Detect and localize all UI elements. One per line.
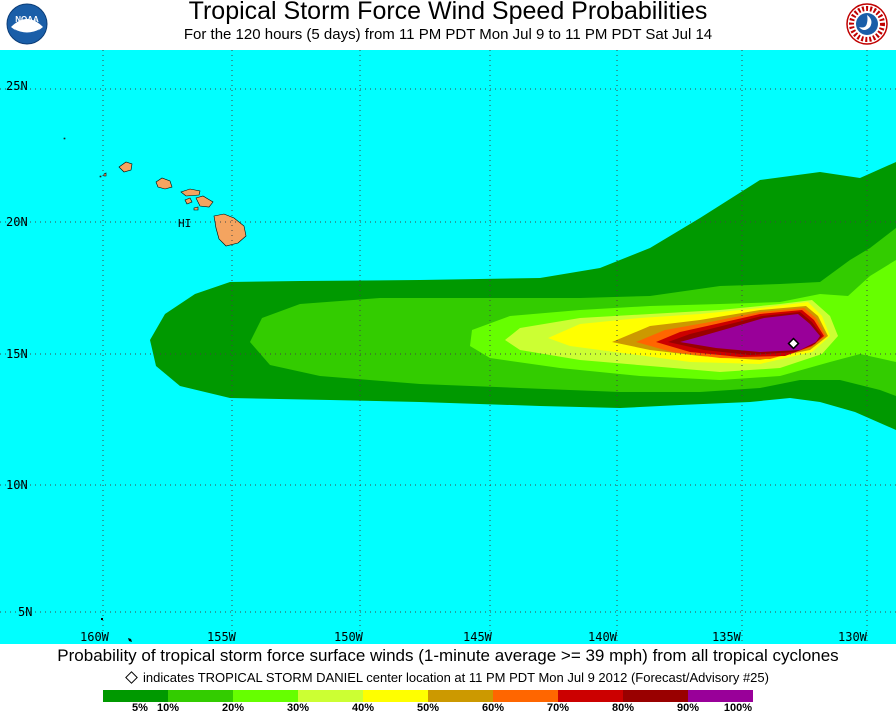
lon-label-140w: 140W xyxy=(588,630,618,644)
island-molokai xyxy=(180,188,201,197)
footer-indicator: indicates TROPICAL STORM DANIEL center l… xyxy=(0,670,896,685)
island-tiny-1 xyxy=(63,137,66,140)
legend-swatch-10-20 xyxy=(168,690,233,702)
legend-swatch-20-30 xyxy=(233,690,298,702)
probability-legend xyxy=(103,690,753,702)
small-island-marker-2 xyxy=(101,618,103,620)
lat-label-10n: 10N xyxy=(6,478,28,492)
legend-labels: 5% 10% 20% 30% 40% 50% 60% 70% 80% 90% 1… xyxy=(0,702,896,716)
hawaiian-islands xyxy=(63,137,247,247)
footer-indicator-text: indicates TROPICAL STORM DANIEL center l… xyxy=(143,670,769,685)
island-maui xyxy=(195,195,214,208)
island-niihau xyxy=(103,172,107,177)
legend-label-5: 5% xyxy=(132,702,148,714)
small-island-marker xyxy=(128,638,132,642)
svg-text:NOAA: NOAA xyxy=(15,15,39,24)
legend-label-20: 20% xyxy=(221,702,245,714)
legend-label-90: 90% xyxy=(676,702,700,714)
storm-center-diamond-icon xyxy=(787,337,800,350)
lon-label-130w: 130W xyxy=(838,630,868,644)
footer-description: Probability of tropical storm force surf… xyxy=(57,646,839,665)
lon-label-135w: 135W xyxy=(712,630,742,644)
diamond-icon xyxy=(125,671,138,684)
noaa-logo-icon: NOAA xyxy=(6,3,48,45)
hawaii-label: HI xyxy=(178,217,191,230)
lon-label-145w: 145W xyxy=(463,630,493,644)
lon-label-150w: 150W xyxy=(334,630,364,644)
header: NOAA Tropical Storm Force Wind Speed Pro… xyxy=(0,0,896,50)
page-title: Tropical Storm Force Wind Speed Probabil… xyxy=(188,0,708,25)
legend-label-40: 40% xyxy=(351,702,375,714)
island-kauai xyxy=(118,161,133,173)
legend-swatch-60-70 xyxy=(493,690,558,702)
legend-swatch-90-100 xyxy=(688,690,753,702)
island-kahoolawe xyxy=(193,206,199,211)
lon-label-155w: 155W xyxy=(207,630,237,644)
lat-label-5n: 5N xyxy=(18,605,32,619)
graticule xyxy=(0,50,896,644)
legend-swatch-80-90 xyxy=(623,690,688,702)
legend-swatch-5-10 xyxy=(103,690,168,702)
island-lanai xyxy=(184,197,193,205)
legend-label-60: 60% xyxy=(481,702,505,714)
lat-label-20n: 20N xyxy=(6,215,28,229)
legend-label-80: 80% xyxy=(611,702,635,714)
legend-swatch-50-60 xyxy=(428,690,493,702)
legend-swatch-70-80 xyxy=(558,690,623,702)
legend-label-100: 100% xyxy=(723,702,753,714)
page-subtitle: For the 120 hours (5 days) from 11 PM PD… xyxy=(183,26,713,43)
legend-label-70: 70% xyxy=(546,702,570,714)
contour-90-percent xyxy=(680,314,820,352)
lat-label-15n: 15N xyxy=(6,347,28,361)
legend-label-10: 10% xyxy=(156,702,180,714)
legend-label-50: 50% xyxy=(416,702,440,714)
island-tiny-2 xyxy=(99,175,102,178)
legend-swatch-40-50 xyxy=(363,690,428,702)
lat-label-25n: 25N xyxy=(6,79,28,93)
island-oahu xyxy=(155,177,173,190)
nws-logo-icon xyxy=(846,3,888,45)
legend-swatch-30-40 xyxy=(298,690,363,702)
lon-label-160w: 160W xyxy=(80,630,110,644)
island-hawaii xyxy=(213,213,247,247)
legend-label-30: 30% xyxy=(286,702,310,714)
probability-map: HI 25N 20N 15N 10N 5N 160W 155W 150W 145… xyxy=(0,50,896,644)
